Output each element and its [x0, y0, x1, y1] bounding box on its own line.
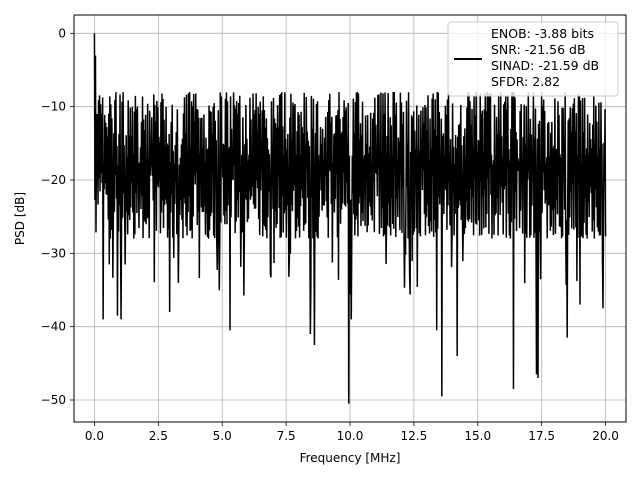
y-tick-label: −40: [41, 320, 66, 334]
x-tick-label: 0.0: [85, 429, 104, 443]
y-tick-label: −10: [41, 100, 66, 114]
plot-area: [93, 33, 607, 404]
series-line-psd: [93, 33, 607, 404]
x-tick-label: 15.0: [464, 429, 491, 443]
legend-box: [447, 21, 619, 97]
legend-line-snr: SNR: -21.56 dB: [491, 42, 586, 57]
y-tick-label: −20: [41, 173, 66, 187]
y-tick-label: −50: [41, 393, 66, 407]
legend: ENOB: -3.88 bits SNR: -21.56 dB SINAD: -…: [447, 21, 619, 97]
x-tick-label: 20.0: [592, 429, 619, 443]
legend-line-enob: ENOB: -3.88 bits: [491, 26, 594, 41]
y-axis-label: PSD [dB]: [13, 192, 27, 245]
x-tick-label: 5.0: [213, 429, 232, 443]
legend-line-sinad: SINAD: -21.59 dB: [491, 58, 599, 73]
x-tick-label: 12.5: [401, 429, 428, 443]
x-tick-label: 10.0: [337, 429, 364, 443]
y-tick-label: 0: [58, 26, 66, 40]
legend-line-sfdr: SFDR: 2.82: [491, 74, 560, 89]
y-axis-ticks: 0 −10 −20 −30 −40 −50: [41, 26, 74, 407]
x-tick-label: 7.5: [277, 429, 296, 443]
y-tick-label: −30: [41, 246, 66, 260]
x-tick-label: 17.5: [528, 429, 555, 443]
x-axis-ticks: 0.0 2.5 5.0 7.5 10.0 12.5 15.0 17.5 20.0: [85, 422, 619, 443]
x-axis-label: Frequency [MHz]: [300, 451, 401, 465]
x-tick-label: 2.5: [149, 429, 168, 443]
